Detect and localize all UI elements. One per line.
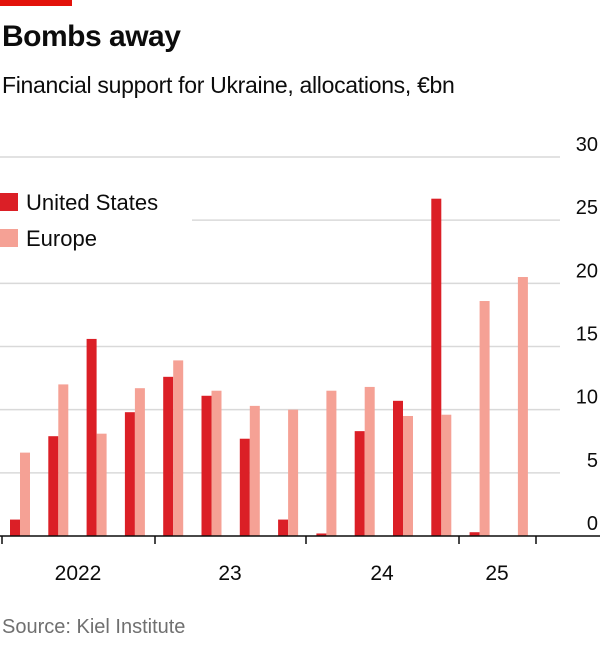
bar-united-states: [239, 438, 250, 536]
source-note: Source: Kiel Institute: [2, 616, 186, 638]
bar-europe: [173, 360, 184, 536]
bar-europe: [326, 390, 337, 536]
accent-bar: [0, 0, 72, 6]
bar-united-states: [86, 338, 97, 536]
x-year-label: 25: [485, 562, 508, 585]
chart-subtitle: Financial support for Ukraine, allocatio…: [2, 72, 455, 98]
bar-europe: [288, 409, 299, 536]
y-tick-label: 10: [576, 387, 598, 409]
x-year-label: 24: [370, 562, 394, 585]
bar-europe: [479, 301, 490, 536]
bar-united-states: [354, 431, 365, 536]
bar-united-states: [201, 395, 212, 536]
bar-united-states: [10, 519, 20, 536]
y-tick-label: 30: [576, 134, 598, 156]
y-tick-label: 20: [576, 260, 598, 282]
y-tick-label: 0: [587, 513, 598, 535]
x-year-label: 2022: [55, 562, 102, 585]
legend-label: Europe: [26, 226, 97, 251]
bar-united-states: [316, 533, 327, 536]
bar-united-states: [469, 532, 480, 536]
bar-united-states: [48, 436, 59, 536]
y-tick-label: 5: [587, 450, 598, 472]
bar-europe: [403, 415, 413, 536]
bar-united-states: [278, 519, 289, 536]
bar-united-states: [124, 412, 135, 536]
chart-title: Bombs away: [2, 20, 181, 53]
bar-europe: [96, 433, 107, 536]
bar-europe: [20, 452, 30, 536]
y-tick-label: 25: [576, 197, 598, 219]
bar-europe: [58, 384, 69, 536]
y-tick-label: 15: [576, 324, 598, 346]
bar-europe: [364, 386, 375, 536]
bar-united-states: [163, 376, 174, 536]
bar-europe: [134, 388, 145, 536]
bar-united-states: [393, 400, 403, 536]
x-year-label: 23: [218, 562, 241, 585]
bar-europe: [441, 414, 452, 536]
bar-europe: [517, 277, 528, 536]
bar-europe: [249, 405, 260, 536]
bar-united-states: [431, 198, 442, 536]
legend-swatch: [0, 193, 18, 211]
bar-europe: [211, 390, 222, 536]
legend-label: United States: [26, 190, 158, 215]
legend-swatch: [0, 229, 18, 247]
